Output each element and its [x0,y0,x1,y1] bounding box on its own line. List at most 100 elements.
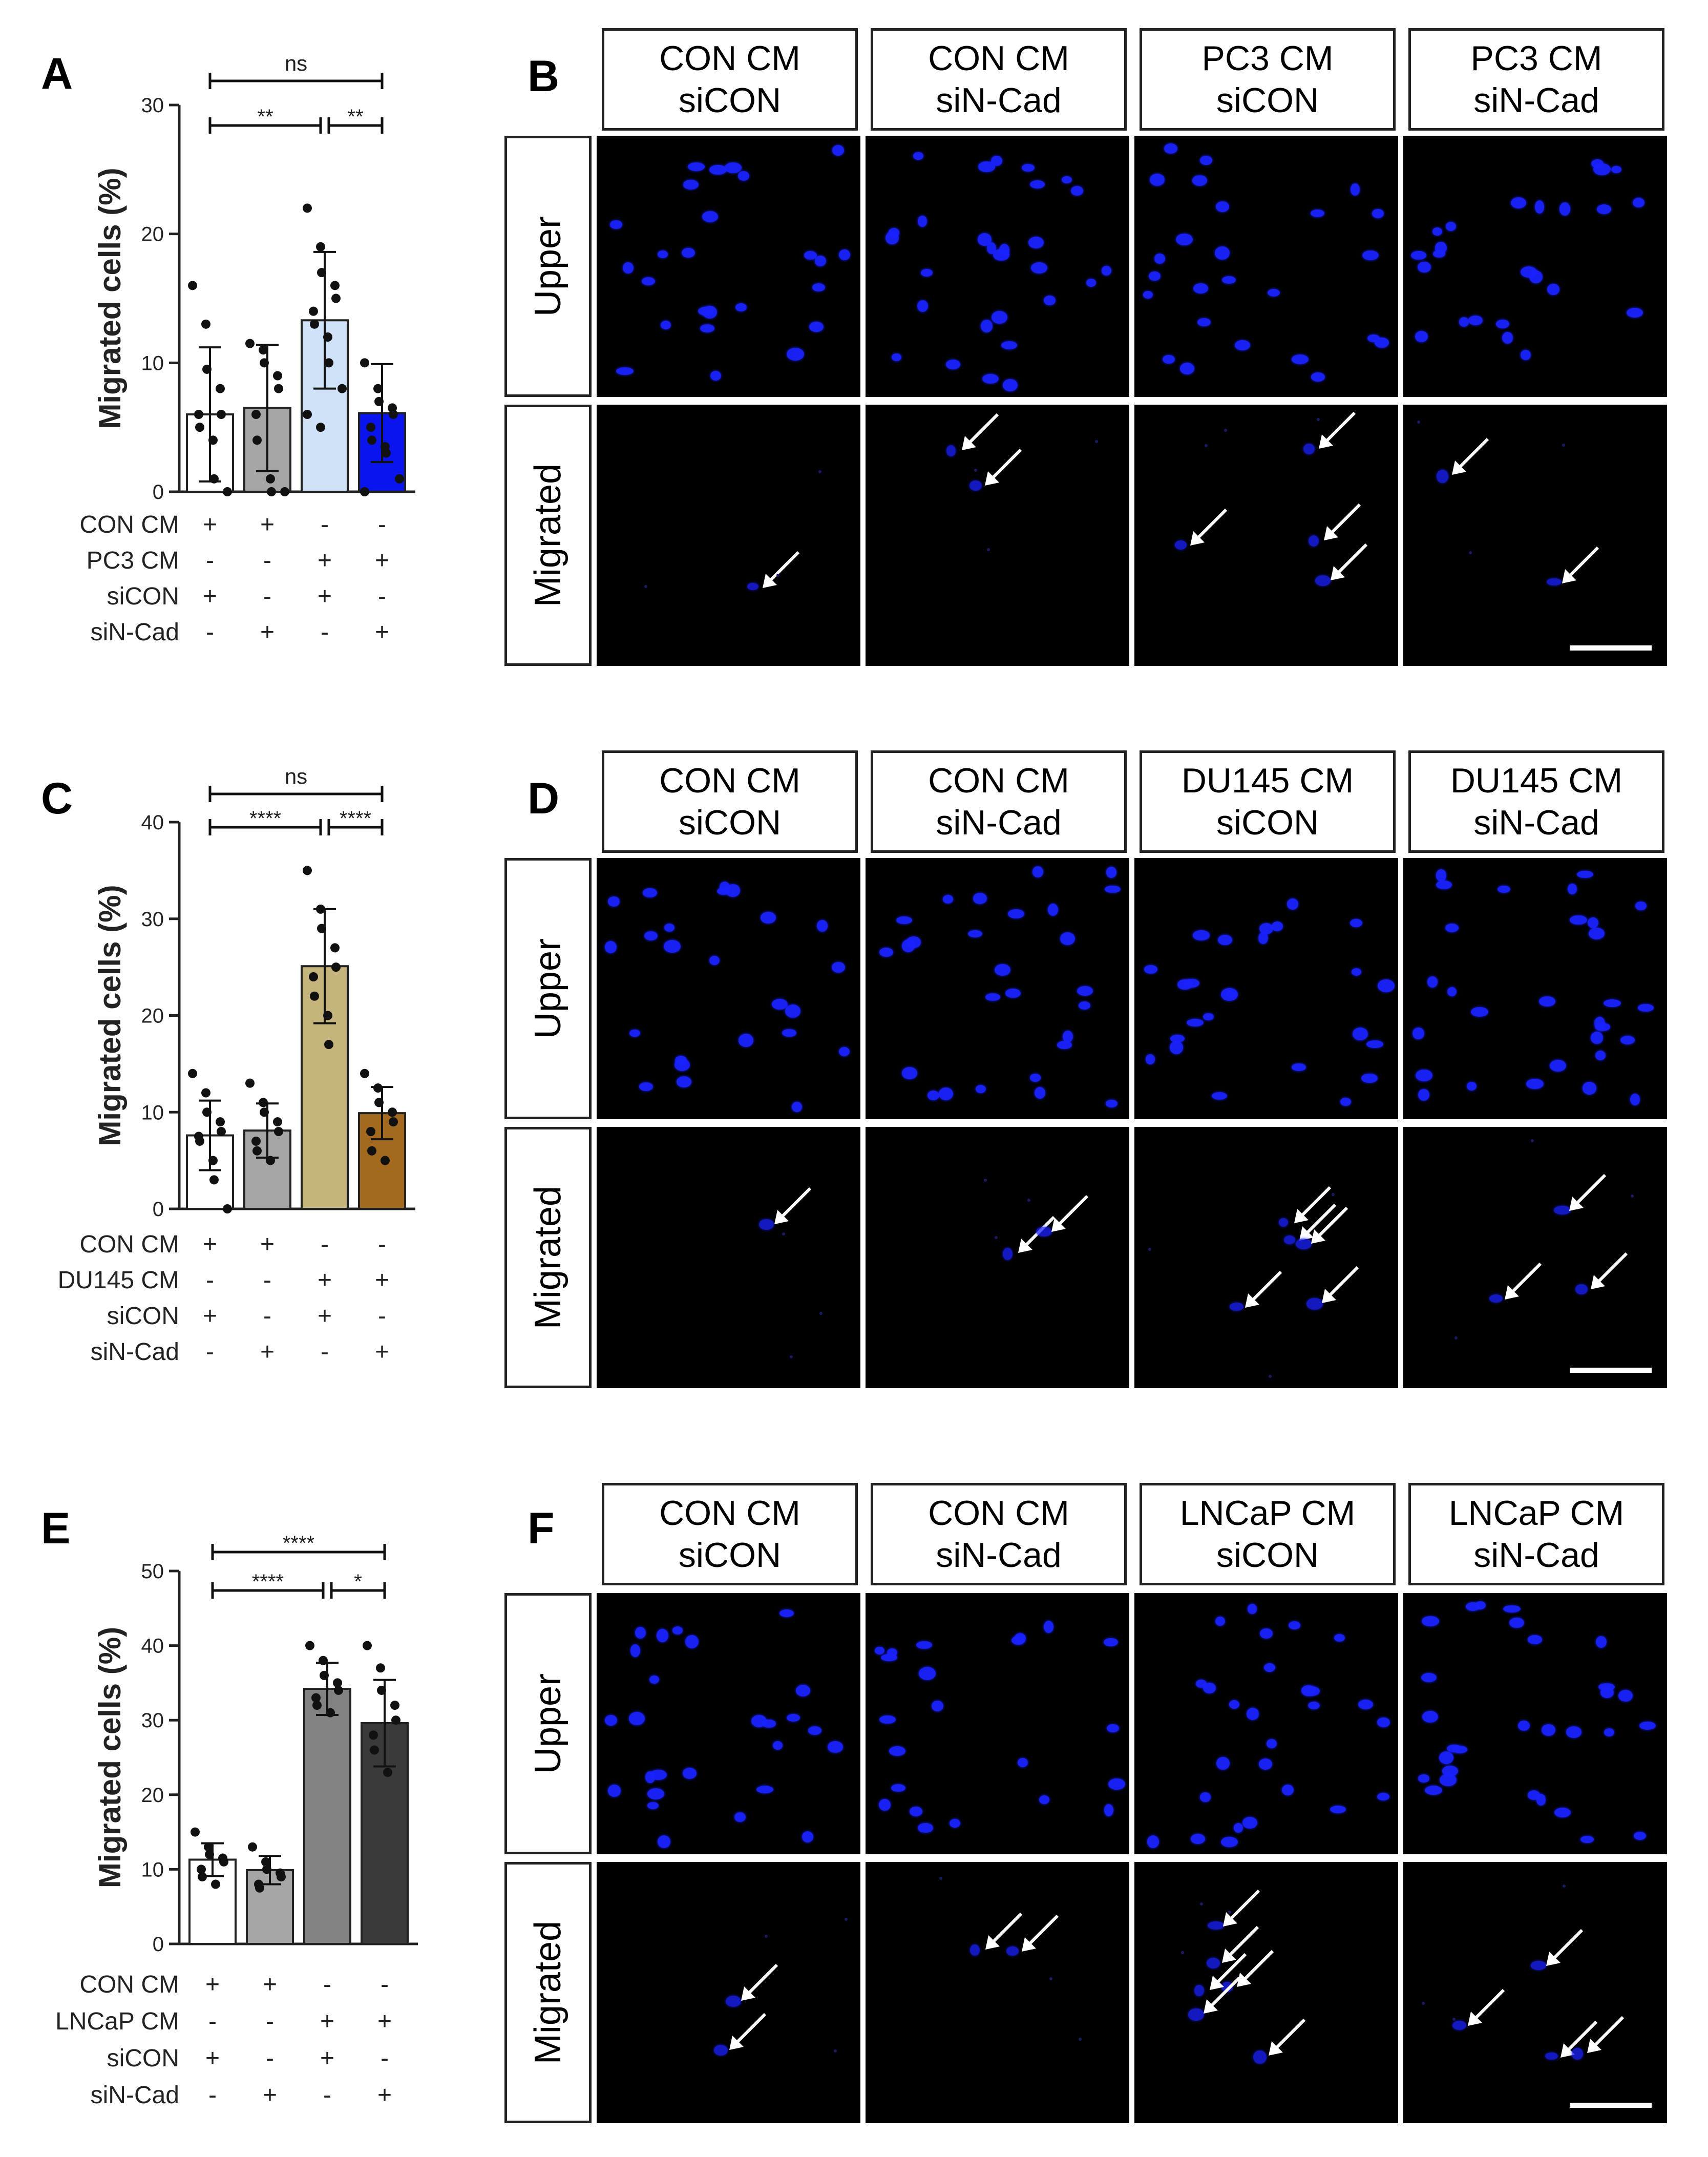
condition-sign: - [321,1231,329,1258]
cell-nucleus [1308,1701,1320,1710]
debris-speck [1049,1977,1052,1981]
data-point [280,487,289,496]
cell-nucleus [1206,1958,1220,1969]
cell-nucleus [1003,379,1018,392]
cell-nucleus [1572,2047,1583,2060]
cell-nucleus [1106,1100,1117,1108]
cell-nucleus [1174,540,1187,550]
cell-nucleus [1415,330,1428,342]
cell-nucleus [709,955,720,966]
row-label-migrated: Migrated [504,1127,592,1388]
cell-nucleus [927,1091,940,1101]
header-line-cm: CON CM [659,1494,800,1533]
cell-nucleus [1334,1634,1345,1642]
condition-label: DU145 CM [58,1267,179,1294]
cell-nucleus [639,1082,653,1092]
data-point [303,410,312,419]
condition-sign: - [206,547,214,574]
debris-speck [1268,1375,1272,1378]
cell-nucleus [1036,1227,1052,1237]
condition-sign: - [321,511,329,538]
cell-nucleus [1566,1726,1582,1738]
condition-sign: - [206,619,214,646]
cell-nucleus [815,255,826,267]
micrograph-migrated [597,405,860,666]
condition-header: PC3 CM siN-Cad [1408,28,1664,131]
cell-nucleus [1595,1051,1606,1061]
cell-nucleus [1583,1082,1596,1095]
data-point [266,474,275,484]
y-tick-label: 50 [141,1560,164,1583]
debris-speck [1148,1248,1152,1251]
data-point [330,943,340,953]
significance-label: ns [285,764,307,788]
data-point [197,1865,206,1874]
cell-nucleus [698,306,713,316]
cell-nucleus [1017,1758,1028,1768]
debris-speck [819,1311,823,1315]
cell-nucleus [1229,1303,1244,1311]
significance-label: **** [283,1532,314,1555]
cell-nucleus [1526,1079,1544,1089]
data-point [316,242,325,252]
condition-label: CON CM [79,1971,179,1998]
data-point [309,972,318,981]
cell-nucleus [808,1726,822,1735]
cell-nucleus [970,1944,980,1956]
cell-nucleus [1503,1605,1521,1613]
data-point [211,1879,220,1889]
arrow-icon [1318,411,1356,449]
condition-sign: + [377,2082,392,2109]
cell-nucleus [1149,271,1161,281]
data-point [255,1883,264,1893]
row-label-migrated: Migrated [504,1862,592,2123]
cell-nucleus [975,1085,986,1094]
cell-nucleus [1427,976,1438,988]
condition-sign: - [321,1338,329,1366]
cell-nucleus [687,162,705,171]
debris-speck [1417,420,1420,424]
condition-sign: + [260,619,275,646]
cell-nucleus [657,1835,671,1849]
data-point [360,1069,369,1078]
cell-nucleus [889,1746,905,1756]
cell-nucleus [1001,341,1018,350]
cell-nucleus [1086,279,1097,287]
cell-nucleus [1422,1710,1439,1723]
cell-nucleus [683,180,699,190]
data-point [360,358,369,368]
data-point [248,1842,257,1852]
condition-sign: + [320,2008,334,2035]
cell-nucleus [726,1996,742,2007]
micrograph-upper [1403,858,1667,1119]
debris-speck [1562,443,1566,447]
cell-nucleus [1246,1707,1259,1720]
data-point [390,1701,399,1710]
header-line-sirna: siCON [1216,1536,1319,1575]
cell-nucleus [1547,284,1559,296]
cell-nucleus [1611,165,1622,173]
data-point [366,423,375,432]
cell-nucleus [978,233,992,246]
panel-letter-b: B [528,52,560,101]
cell-nucleus [1411,250,1426,260]
cell-nucleus [838,1046,850,1056]
cell-nucleus [1170,1035,1185,1043]
cell-nucleus [1588,917,1598,929]
cell-nucleus [1030,180,1045,189]
arrow-icon [729,2013,766,2050]
cell-nucleus [1188,2008,1204,2021]
data-point [395,474,404,484]
cell-nucleus [1106,867,1116,878]
cell-nucleus [1143,291,1153,299]
cell-nucleus [1421,1672,1437,1682]
condition-sign: - [263,1267,271,1294]
cell-nucleus [1330,1805,1346,1813]
condition-label: siN-Cad [91,619,179,646]
header-line-sirna: siN-Cad [936,81,1062,120]
scale-bar [1570,2103,1652,2108]
cell-nucleus [1292,1063,1306,1071]
cell-nucleus [1418,262,1431,273]
cell-nucleus [918,1823,933,1833]
cell-nucleus [1425,1785,1442,1795]
